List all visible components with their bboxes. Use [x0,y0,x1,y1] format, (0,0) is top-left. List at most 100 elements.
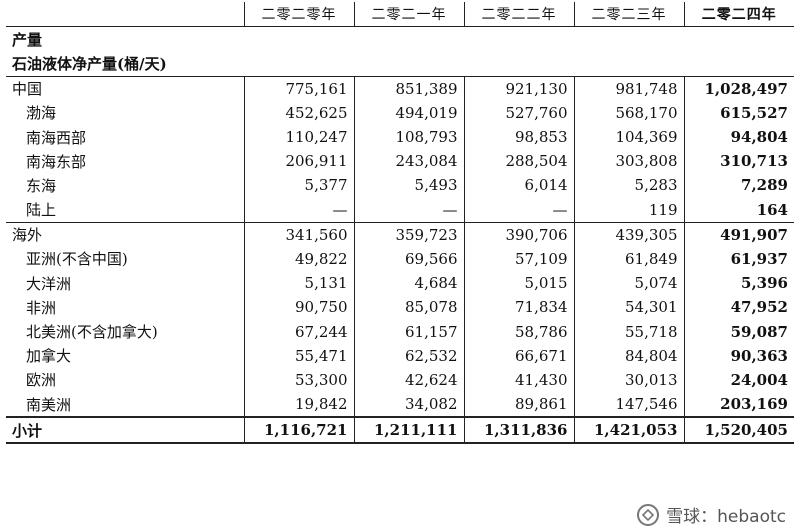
row-value: 5,015 [463,271,574,296]
row-value: 921,130 [463,75,574,101]
table-row: 南海东部 206,911 243,084 288,504 303,808 310,713 [6,149,794,174]
section-title: 产量 [12,30,43,49]
row-value: 55,718 [573,319,684,344]
row-value: 49,822 [243,246,354,272]
row-value: 57,109 [463,246,574,272]
row-value: 615,527 [683,100,794,125]
row-value: 303,808 [573,149,684,174]
table-row: 加拿大 55,471 62,532 66,671 84,804 90,363 [6,343,794,368]
subsection-title: 石油液体净产量(桶/天) [6,51,794,77]
row-value: 5,283 [573,173,684,198]
row-value: 59,087 [683,319,794,344]
row-value: 1,028,497 [683,75,794,101]
row-value: 527,760 [463,100,574,125]
year-header-row: 二零二零年 二零二一年 二零二二年 二零二三年 二零二四年 [6,2,794,28]
year-header: 二零二一年 [353,2,464,28]
row-label: 亚洲(不含中国) [26,250,128,269]
row-value: 359,723 [353,221,464,247]
row-value: 243,084 [353,149,464,174]
row-value: 34,082 [353,392,464,418]
row-value: 24,004 [683,367,794,392]
row-value: 89,861 [463,392,574,418]
table-row: 中国 775,161 851,389 921,130 981,748 1,028,497 [6,75,794,101]
row-value: 66,671 [463,343,574,368]
table-row: 大洋洲 5,131 4,684 5,015 5,074 5,396 [6,271,794,296]
total-value: 1,311,836 [463,416,574,445]
row-value: 108,793 [353,124,464,150]
row-value: — [243,197,354,223]
subsection-row: 石油液体净产量(桶/天) [6,51,794,77]
row-value: 5,493 [353,173,464,198]
row-value: 5,377 [243,173,354,198]
table-row: 海外 341,560 359,723 390,706 439,305 491,907 [6,221,794,247]
row-value: 206,911 [243,149,354,174]
row-value: 53,300 [243,367,354,392]
row-value: 775,161 [243,75,354,101]
table-row: 东海 5,377 5,493 6,014 5,283 7,289 [6,173,794,198]
row-value: 84,804 [573,343,684,368]
watermark: 雪球：hebaotc [636,502,786,527]
table-row: 陆上 — — —119 164 [6,197,794,223]
row-value: 54,301 [573,295,684,320]
row-label: 南美洲 [26,395,72,414]
row-label: 海外 [6,221,244,247]
year-header: 二零二三年 [573,2,684,28]
row-label: 南海西部 [26,128,87,147]
snowball-logo-icon [637,503,660,526]
row-value: 5,396 [683,271,794,296]
row-value: 288,504 [463,149,574,174]
production-table-container: 二零二零年 二零二一年 二零二二年 二零二三年 二零二四年 产量 石油液体净产量… [6,2,794,445]
row-value: 491,907 [683,221,794,247]
year-header: 二零二四年 [683,2,794,28]
section-row: 产量 [6,27,794,52]
row-value: 90,363 [683,343,794,368]
row-value: 341,560 [243,221,354,247]
row-label: 陆上 [26,201,57,220]
row-label: 中国 [6,75,244,101]
total-value: 1,421,053 [573,416,684,445]
row-value: 452,625 [243,100,354,125]
row-value: 94,804 [683,124,794,150]
row-value: 7,289 [683,173,794,198]
row-value: 5,131 [243,271,354,296]
row-value: 55,471 [243,343,354,368]
row-value: 119 [573,197,684,223]
row-value: 71,834 [463,295,574,320]
row-value: 47,952 [683,295,794,320]
row-value: 61,157 [353,319,464,344]
row-value: 439,305 [573,221,684,247]
row-value: 851,389 [353,75,464,101]
row-value: 494,019 [353,100,464,125]
row-value: 67,244 [243,319,354,344]
total-value: 1,520,405 [683,416,794,445]
row-label: 渤海 [26,104,57,123]
table-row: 非洲 90,750 85,078 71,834 54,301 47,952 [6,295,794,320]
row-label: 北美洲(不含加拿大) [26,323,158,342]
row-value: 5,074 [573,271,684,296]
row-value: 568,170 [573,100,684,125]
row-value: 19,842 [243,392,354,418]
row-value: 203,169 [683,392,794,418]
row-label: 大洋洲 [26,274,72,293]
row-label: 非洲 [26,298,57,317]
row-value: 61,937 [683,246,794,272]
table-row: 南美洲 19,842 34,082 89,861 147,546 203,169 [6,392,794,418]
row-label: 加拿大 [26,347,72,366]
row-value: 164 [683,197,794,223]
header-corner [6,2,244,28]
row-value: 981,748 [573,75,684,101]
table-row: 欧洲 53,300 42,624 41,430 30,013 24,004 [6,367,794,392]
year-header: 二零二二年 [463,2,574,28]
row-value: 69,566 [353,246,464,272]
row-value: 6,014 [463,173,574,198]
row-label: 南海东部 [26,152,87,171]
total-value: 1,211,111 [353,416,464,445]
total-row: 小计 1,116,721 1,211,111 1,311,836 1,421,0… [6,416,794,445]
row-value: 85,078 [353,295,464,320]
row-label: 欧洲 [26,371,57,390]
row-value: 98,853 [463,124,574,150]
row-value: 390,706 [463,221,574,247]
row-value: 41,430 [463,367,574,392]
row-value: 30,013 [573,367,684,392]
total-value: 1,116,721 [243,416,354,445]
